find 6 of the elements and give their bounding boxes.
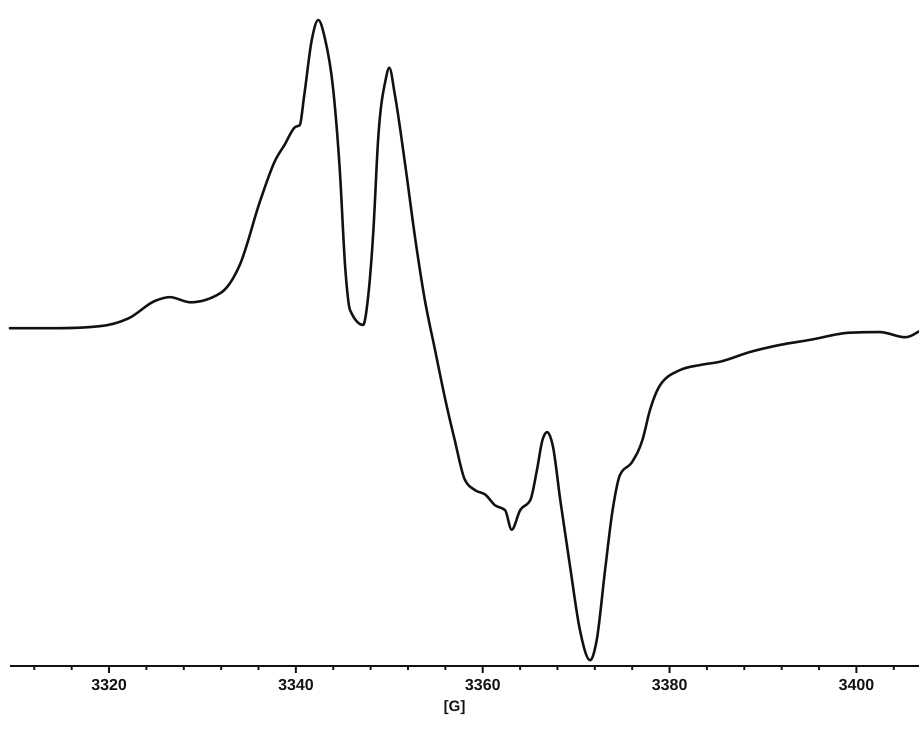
x-tick-label: 3360 [464, 677, 501, 694]
x-tick-label: 3400 [838, 677, 874, 694]
x-tick-label: 3340 [278, 677, 314, 694]
x-tick-label: 3380 [652, 677, 688, 694]
x-tick-label: 3320 [91, 677, 127, 694]
x-axis-title: [G] [444, 698, 466, 715]
